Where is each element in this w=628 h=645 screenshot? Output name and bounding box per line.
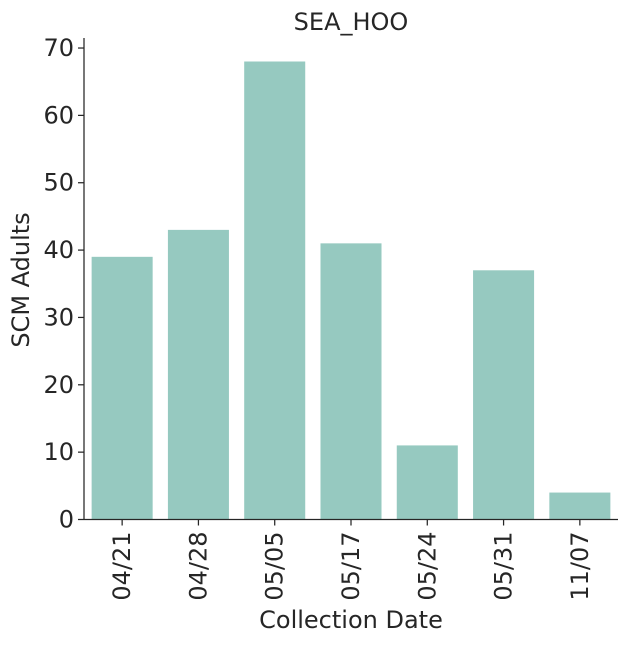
x-tick-label: 04/21 bbox=[108, 532, 136, 601]
y-tick-label: 70 bbox=[43, 34, 74, 62]
bar-05-05 bbox=[244, 61, 306, 520]
bar-04-21 bbox=[91, 256, 153, 520]
x-tick-label: 05/17 bbox=[337, 532, 365, 601]
y-tick-label: 20 bbox=[43, 371, 74, 399]
x-axis-label: Collection Date bbox=[259, 606, 443, 634]
bar-04-28 bbox=[167, 229, 229, 520]
plot-area: 04/21 04/28 05/05 05/17 05/24 05/31 11/07 0 10 20… bbox=[43, 34, 611, 601]
y-tick-label: 60 bbox=[43, 101, 74, 129]
bar-05-17 bbox=[320, 243, 382, 520]
x-tick-label: 05/05 bbox=[261, 532, 289, 601]
y-tick-label: 0 bbox=[59, 506, 74, 534]
chart-title: SEA_HOO bbox=[294, 8, 409, 36]
bar-11-07 bbox=[549, 492, 611, 520]
x-tick-label: 05/24 bbox=[413, 532, 441, 601]
y-tick-label: 40 bbox=[43, 236, 74, 264]
bar-05-24 bbox=[396, 445, 458, 520]
y-tick-label: 10 bbox=[43, 438, 74, 466]
x-tick-label: 04/28 bbox=[184, 532, 212, 601]
x-tick-label: 05/31 bbox=[490, 532, 518, 601]
y-axis-label: SCM Adults bbox=[7, 212, 35, 347]
y-tick-label: 50 bbox=[43, 169, 74, 197]
x-tick-label: 11/07 bbox=[566, 532, 594, 601]
y-tick-label: 30 bbox=[43, 303, 74, 331]
bar-05-31 bbox=[473, 270, 535, 520]
